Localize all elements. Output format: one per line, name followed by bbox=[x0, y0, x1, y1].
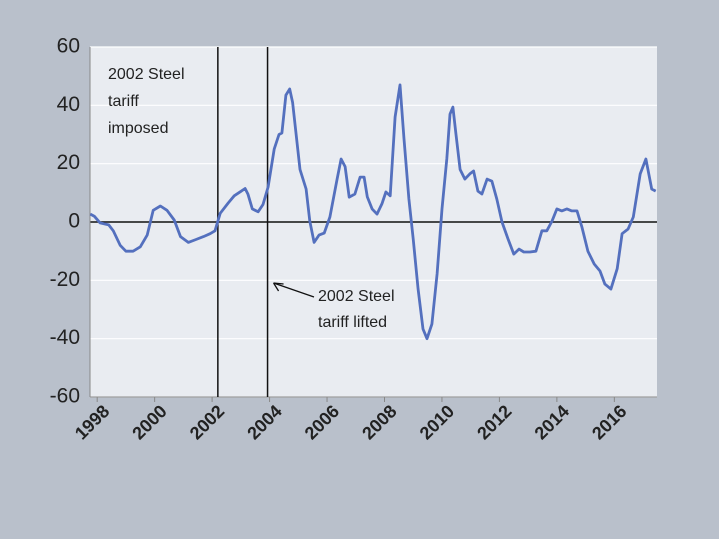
y-tick-label: 40 bbox=[57, 93, 80, 116]
y-tick-label: -40 bbox=[50, 326, 80, 349]
annotation-text: tariff lifted bbox=[318, 314, 387, 331]
annotation-text: imposed bbox=[108, 120, 168, 137]
y-tick-label: 60 bbox=[57, 35, 80, 58]
annotation-text: 2002 Steel bbox=[318, 288, 395, 305]
y-tick-label: -60 bbox=[50, 385, 80, 408]
arrow-head bbox=[273, 282, 284, 292]
annotation-text: 2002 Steel bbox=[108, 66, 185, 83]
annotation-arrow bbox=[273, 282, 315, 298]
y-tick-label: 0 bbox=[68, 210, 80, 233]
y-tick-label: 20 bbox=[57, 151, 80, 174]
y-tick-label: -20 bbox=[50, 268, 80, 291]
data-line bbox=[89, 83, 657, 341]
annotation-text: tariff bbox=[108, 93, 139, 110]
